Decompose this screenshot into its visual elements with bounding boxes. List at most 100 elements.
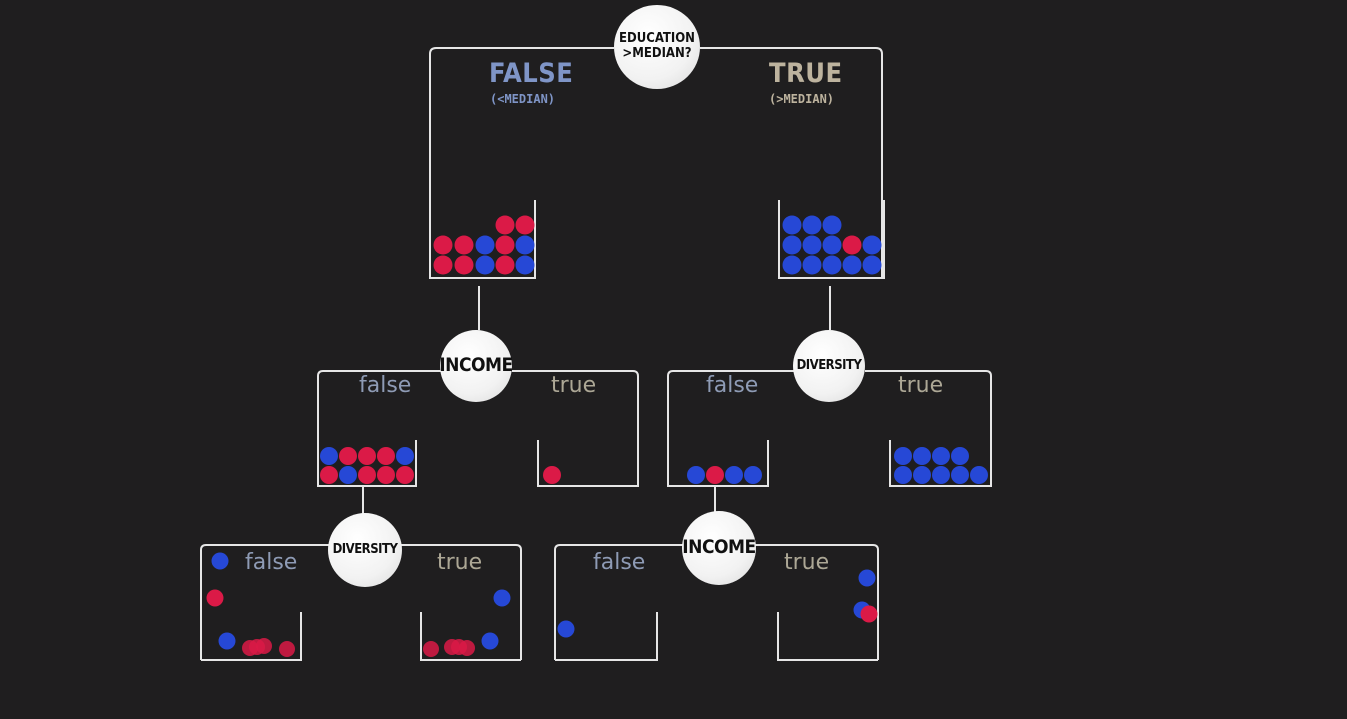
ball-blue-falling <box>493 589 511 607</box>
ball-red <box>454 255 474 275</box>
bucket-income-true <box>537 440 639 487</box>
ball-blue <box>894 466 912 484</box>
diversity-low-false-label: false <box>245 550 298 575</box>
income-false-label: false <box>359 373 412 398</box>
ball-blue <box>822 215 842 235</box>
ball-blue-falling <box>218 632 236 650</box>
bucket-low-inc-true <box>777 612 878 661</box>
ball-blue <box>913 466 931 484</box>
ball-blue <box>515 235 535 255</box>
bucket-diversity-false <box>667 440 769 487</box>
ball-red-falling <box>256 638 272 654</box>
income-true-label: true <box>551 373 597 398</box>
ball-blue <box>913 447 931 465</box>
bucket-diversity-true <box>889 440 992 487</box>
income-node: INCOME <box>439 330 513 402</box>
ball-blue <box>475 235 495 255</box>
ball-red <box>495 235 515 255</box>
ball-red <box>515 215 535 235</box>
diversity-node: DIVERSITY <box>793 330 865 402</box>
ball-red-falling <box>860 605 878 623</box>
bucket-low-div-true <box>420 612 521 661</box>
ball-blue <box>802 215 822 235</box>
ball-blue <box>951 447 969 465</box>
ball-blue <box>744 466 762 484</box>
ball-blue <box>782 215 802 235</box>
diversity-true-label: true <box>898 373 944 398</box>
root-false-label: FALSE <box>489 58 574 89</box>
ball-blue-falling <box>211 552 229 570</box>
ball-blue <box>515 255 535 275</box>
income-split-line <box>317 370 639 486</box>
ball-red-falling <box>423 641 439 657</box>
ball-blue <box>822 255 842 275</box>
diversity-false-label: false <box>706 373 759 398</box>
root-true-label: TRUE <box>769 58 843 89</box>
ball-blue <box>396 447 414 465</box>
income-low-node: INCOME <box>682 511 756 585</box>
ball-blue <box>894 447 912 465</box>
ball-blue <box>862 255 882 275</box>
ball-blue-falling <box>557 620 575 638</box>
ball-red-falling <box>206 589 224 607</box>
ball-blue <box>932 447 950 465</box>
ball-red <box>377 447 395 465</box>
ball-red-falling <box>279 641 295 657</box>
ball-blue-falling <box>481 632 499 650</box>
ball-blue <box>802 235 822 255</box>
diversity-low-true-label: true <box>437 550 483 575</box>
ball-red <box>495 215 515 235</box>
ball-red <box>543 466 561 484</box>
ball-red-falling <box>459 640 475 656</box>
bucket-low-inc-false <box>555 612 658 661</box>
bucket-low-div-false <box>201 612 302 661</box>
ball-red <box>358 447 376 465</box>
diversity-low-node: DIVERSITY <box>328 513 402 587</box>
ball-red <box>339 447 357 465</box>
ball-blue <box>970 466 988 484</box>
ball-blue <box>687 466 705 484</box>
income-low-true-label: true <box>784 550 830 575</box>
ball-blue <box>475 255 495 275</box>
diversity-low-node-label: DIVERSITY <box>332 541 398 557</box>
income-low-split-line <box>554 544 879 660</box>
ball-red <box>706 466 724 484</box>
diversity-low-split-line <box>200 544 522 660</box>
ball-red <box>433 255 453 275</box>
ball-blue <box>339 466 357 484</box>
ball-red <box>842 235 862 255</box>
ball-blue <box>842 255 862 275</box>
ball-blue-falling <box>858 569 876 587</box>
ball-red <box>433 235 453 255</box>
ball-red <box>454 235 474 255</box>
ball-blue <box>782 235 802 255</box>
bucket-edu-false <box>429 200 536 279</box>
root-split-line <box>429 47 883 278</box>
root-node-line2: >MEDIAN? <box>622 46 692 61</box>
root-false-sub: (<MEDIAN) <box>490 92 556 106</box>
ball-blue <box>802 255 822 275</box>
root-node-education: EDUCATION >MEDIAN? <box>614 5 700 89</box>
income-low-node-label: INCOME <box>682 536 756 559</box>
ball-red <box>320 466 338 484</box>
income-low-false-label: false <box>593 550 646 575</box>
ball-blue <box>782 255 802 275</box>
ball-blue <box>822 235 842 255</box>
diversity-node-label: DIVERSITY <box>796 357 862 373</box>
diversity-split-line <box>667 370 992 486</box>
income-node-label: INCOME <box>439 354 513 377</box>
ball-red <box>358 466 376 484</box>
root-true-sub: (>MEDIAN) <box>769 92 835 106</box>
ball-blue <box>862 235 882 255</box>
ball-red <box>377 466 395 484</box>
bucket-income-false <box>317 440 417 487</box>
ball-red <box>495 255 515 275</box>
ball-blue <box>932 466 950 484</box>
ball-blue <box>725 466 743 484</box>
ball-blue <box>320 447 338 465</box>
bucket-edu-true <box>778 200 885 279</box>
root-node-line1: EDUCATION <box>619 31 695 47</box>
ball-red <box>396 466 414 484</box>
ball-blue <box>951 466 969 484</box>
